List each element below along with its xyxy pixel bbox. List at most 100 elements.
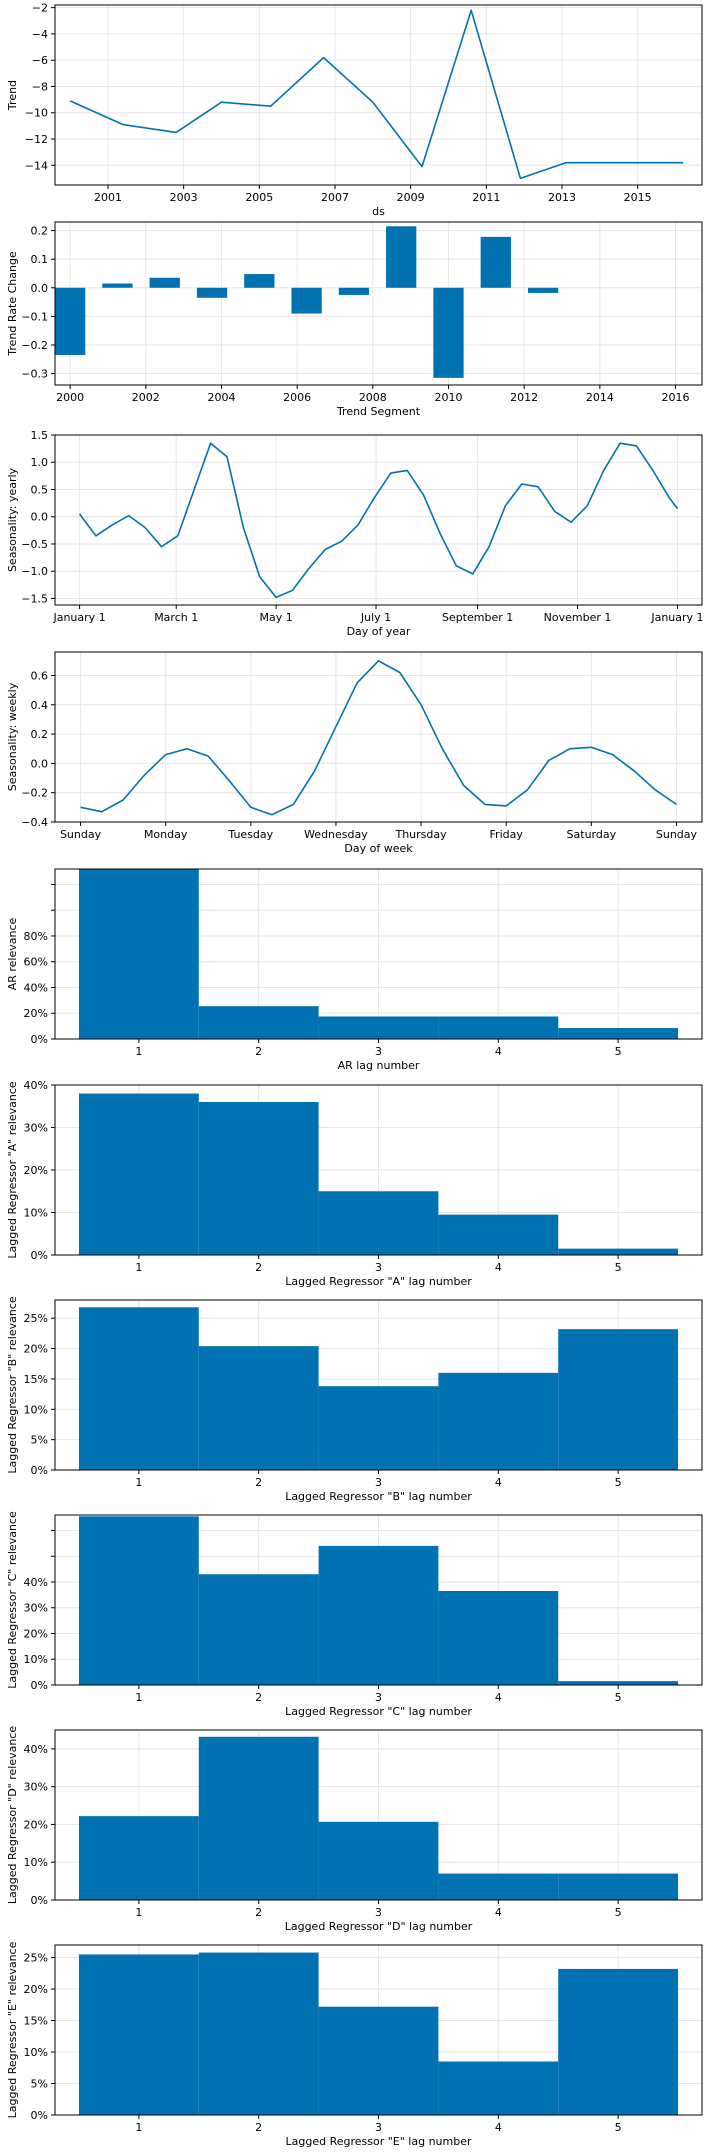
bar xyxy=(558,1873,679,1900)
bar xyxy=(78,1093,199,1255)
bar xyxy=(438,1372,559,1470)
y-tick-label: −0.2 xyxy=(21,787,48,800)
x-tick-label: 2 xyxy=(255,1476,262,1489)
x-tick-label: 1 xyxy=(135,1261,142,1274)
y-tick-label: 0% xyxy=(31,1894,48,1907)
chart-panel-7: 1 2 3 4 5 0% 5% 10% 15% 20% 25% Lagged Regressor "B… xyxy=(6,1296,703,1503)
bar xyxy=(386,226,417,288)
y-axis-label: Trend Rate Change xyxy=(6,251,19,357)
bar xyxy=(198,1952,319,2115)
x-axis-label: Lagged Regressor "C" lag number xyxy=(285,1705,472,1718)
bar xyxy=(244,274,275,288)
x-tick-label: 2009 xyxy=(397,191,425,204)
x-tick-label: 5 xyxy=(615,1045,622,1058)
plot-frame xyxy=(54,4,703,186)
y-axis-label: Seasonality: weekly xyxy=(6,682,19,791)
y-axis-label: Lagged Regressor "A" relevance xyxy=(6,1081,19,1259)
bar xyxy=(78,1954,199,2115)
x-tick-label: 2 xyxy=(255,1045,262,1058)
y-tick-label: 80% xyxy=(24,930,48,943)
y-tick-label: 1.0 xyxy=(31,456,49,469)
y-tick-label: 0.2 xyxy=(31,728,49,741)
y-tick-label: 0.0 xyxy=(31,511,49,524)
x-axis-label: Trend Segment xyxy=(336,405,421,418)
y-tick-label: −0.1 xyxy=(21,310,48,323)
x-tick-label: Sunday xyxy=(60,828,102,841)
x-tick-label: Wednesday xyxy=(304,828,368,841)
y-tick-label: 0.5 xyxy=(31,483,49,496)
series-line xyxy=(80,659,677,816)
chart-panel-1: 2001 2003 2005 2007 2009 2011 2013 2015 −14 −12 −1… xyxy=(6,2,703,218)
x-tick-label: 2007 xyxy=(321,191,349,204)
x-tick-label: 2 xyxy=(255,1691,262,1704)
bar xyxy=(438,1016,559,1039)
y-tick-label: 0% xyxy=(31,1464,48,1477)
x-axis-label: Lagged Regressor "E" lag number xyxy=(285,2135,471,2148)
bar xyxy=(480,236,511,288)
x-tick-label: Saturday xyxy=(567,828,617,841)
series-line xyxy=(69,9,684,180)
chart-panel-4: Sunday Monday Tuesday Wednesday Thursday Frid… xyxy=(6,651,703,855)
y-tick-label: 20% xyxy=(24,1627,48,1640)
y-axis-label: Lagged Regressor "E" relevance xyxy=(6,1941,19,2118)
x-tick-label: 1 xyxy=(135,1906,142,1919)
bar xyxy=(149,277,180,288)
bar xyxy=(318,1191,439,1255)
bar xyxy=(438,2061,559,2115)
x-tick-label: 5 xyxy=(615,1906,622,1919)
y-tick-label: 0.0 xyxy=(31,282,49,295)
plot-frame xyxy=(54,434,703,606)
y-tick-label: 25% xyxy=(24,1952,48,1965)
y-tick-label: 20% xyxy=(24,1983,48,1996)
x-tick-label: 2013 xyxy=(548,191,576,204)
y-tick-label: 60% xyxy=(24,956,48,969)
y-tick-label: 5% xyxy=(31,2078,48,2091)
y-tick-label: 20% xyxy=(24,1007,48,1020)
x-tick-label: 4 xyxy=(495,1261,502,1274)
bar xyxy=(527,287,559,293)
y-tick-label: 40% xyxy=(24,981,48,994)
x-tick-label: 2011 xyxy=(472,191,500,204)
x-tick-label: September 1 xyxy=(442,611,513,624)
x-tick-label: 2008 xyxy=(359,391,387,404)
y-axis-label: Lagged Regressor "D" relevance xyxy=(6,1726,19,1904)
x-tick-label: 2004 xyxy=(207,391,235,404)
x-tick-label: 2012 xyxy=(510,391,538,404)
x-tick-label: 2005 xyxy=(245,191,273,204)
x-tick-label: 4 xyxy=(495,1045,502,1058)
bar xyxy=(318,1545,439,1685)
bar xyxy=(196,287,228,298)
y-tick-label: 0% xyxy=(31,2109,48,2122)
x-tick-label: 1 xyxy=(135,1476,142,1489)
y-tick-label: −6 xyxy=(32,54,48,67)
x-tick-label: 3 xyxy=(375,1691,382,1704)
x-tick-label: January 1 xyxy=(52,611,105,624)
x-tick-label: Sunday xyxy=(656,828,698,841)
x-tick-label: 2010 xyxy=(434,391,462,404)
bar xyxy=(558,1028,679,1039)
x-tick-label: 4 xyxy=(495,1476,502,1489)
y-tick-label: 30% xyxy=(24,1122,48,1135)
x-tick-label: January 1 xyxy=(650,611,703,624)
y-tick-label: 15% xyxy=(24,2015,48,2028)
y-tick-label: −1.5 xyxy=(21,592,48,605)
x-tick-label: March 1 xyxy=(154,611,198,624)
bar xyxy=(558,1329,679,1470)
x-axis-label: Day of year xyxy=(347,625,411,638)
bar xyxy=(102,283,133,288)
x-axis-label: Lagged Regressor "A" lag number xyxy=(285,1275,472,1288)
y-tick-label: −8 xyxy=(32,80,48,93)
y-tick-label: 0.0 xyxy=(31,757,49,770)
series-line xyxy=(78,442,679,599)
y-tick-label: 15% xyxy=(24,1373,48,1386)
chart-panel-2: 2000 2002 2004 2006 2008 2010 2012 2014 2016 −0.3… xyxy=(6,221,703,418)
x-tick-label: 2 xyxy=(255,1906,262,1919)
bar xyxy=(318,2006,439,2115)
y-tick-label: 10% xyxy=(24,2046,48,2059)
chart-panel-3: January 1 March 1 May 1 July 1 September 1 No… xyxy=(6,429,704,638)
x-tick-label: 3 xyxy=(375,1476,382,1489)
x-tick-label: 5 xyxy=(615,2121,622,2134)
chart-panel-8: 1 2 3 4 5 0% 10% 20% 30% 40% Lagged Regressor "C" … xyxy=(6,1511,703,1718)
y-tick-label: 10% xyxy=(24,1403,48,1416)
